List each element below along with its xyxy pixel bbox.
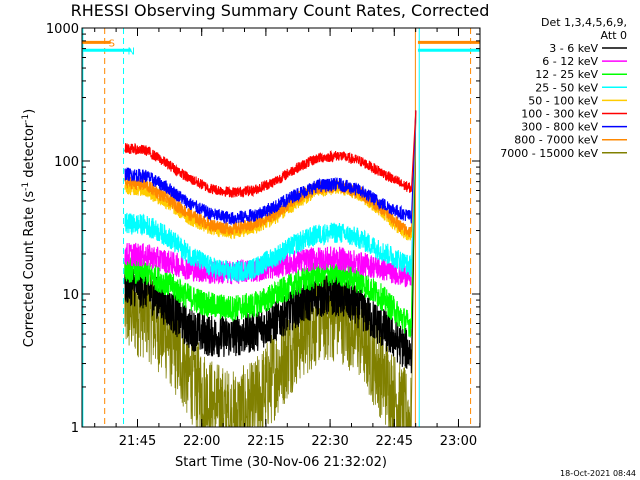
x-tick-label: 22:15 [247,434,284,449]
series-line-0 [124,110,417,374]
legend-label: 6 - 12 keV [542,55,598,68]
x-tick-label: 21:45 [119,434,156,449]
y-axis-label: Corrected Count Rate (s-1 detector-1) [21,109,37,347]
series-line-6 [124,110,417,225]
series-line-7 [124,110,417,238]
y-axis-label-main: Corrected Count Rate (s [22,191,37,348]
series-line-3 [124,110,417,283]
legend-label: 100 - 300 keV [521,108,598,121]
legend-label: 3 - 6 keV [549,42,598,55]
y-axis: 1 10 100 1000 [46,22,480,436]
legend-header-line1: Det 1,3,4,5,6,9, [541,16,627,29]
plot-frame [81,27,481,428]
legend-label: 800 - 7000 keV [514,134,598,147]
series-line-2 [124,110,417,338]
y-axis-label-end: ) [22,109,37,114]
flag-label: N [128,46,135,57]
y-tick-label: 1 [71,421,79,436]
x-axis: 21:45 22:00 22:15 22:30 22:45 23:00 [94,28,481,449]
x-axis-label: Start Time (30-Nov-06 21:32:02) [175,455,387,470]
x-tick-label: 22:45 [376,434,413,449]
y-axis-label-mid: detector [22,122,37,182]
legend-header-line2: Att 0 [601,29,627,42]
legend-label: 300 - 800 keV [521,121,598,134]
y-tick-label: 100 [54,155,79,170]
y-tick-label: 10 [62,288,79,303]
flag-label: S [109,38,115,49]
x-tick-label: 23:00 [440,434,477,449]
x-tick-label: 22:30 [311,434,348,449]
legend-label: 25 - 50 keV [535,81,598,94]
series-line-1 [124,110,417,288]
series-line-5 [124,110,417,199]
series-layer [124,110,417,428]
x-tick-label: 22:00 [183,434,220,449]
footer-timestamp: 18-Oct-2021 08:44 [560,469,636,478]
chart-title: RHESSI Observing Summary Count Rates, Co… [71,1,490,20]
flag-markers: SN [82,28,480,427]
legend-label: 7000 - 15000 keV [500,147,598,160]
legend-label: 50 - 100 keV [528,94,598,107]
y-tick-label: 1000 [46,22,79,37]
legend-label: 12 - 25 keV [535,68,598,81]
y-axis-label-sup1: -1 [21,182,31,191]
y-axis-label-sup2: -1 [21,114,31,123]
